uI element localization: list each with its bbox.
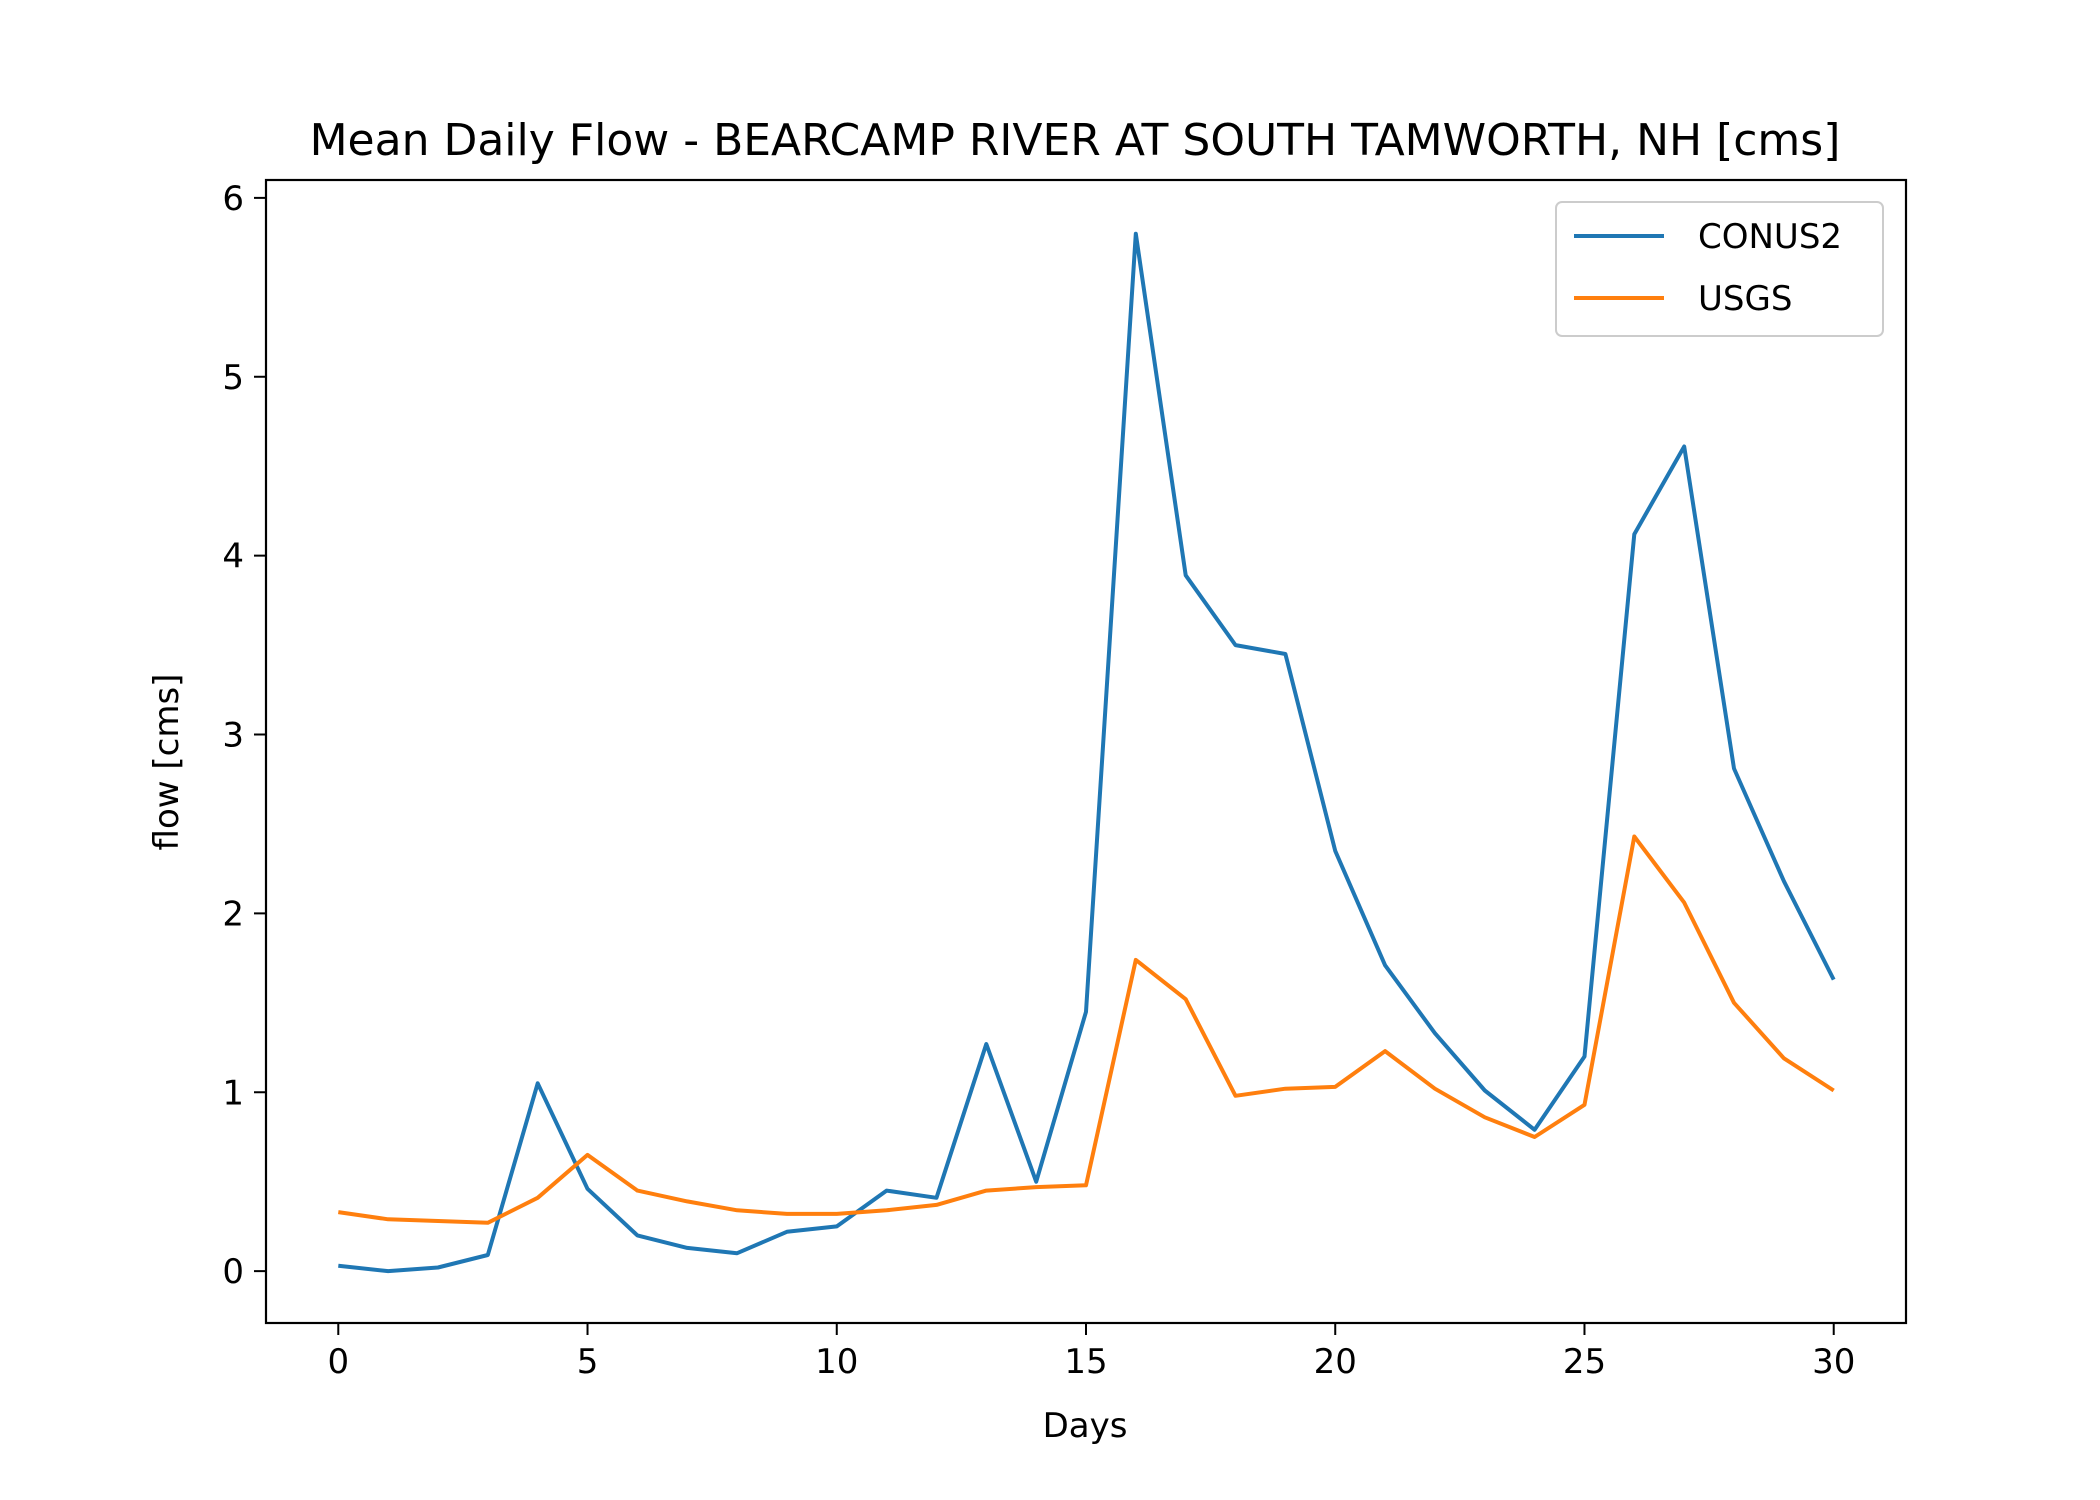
series-line-usgs [338,834,1835,1225]
x-tick-label: 25 [1563,1342,1606,1382]
chart-title: Mean Daily Flow - BEARCAMP RIVER AT SOUT… [310,115,1841,166]
y-tick-label: 2 [222,894,244,934]
x-axis-ticks: 0 5 10 15 20 25 30 [327,1323,1855,1382]
y-axis-label: flow [cms] [147,674,187,851]
x-tick-label: 10 [815,1342,858,1382]
legend-label-usgs: USGS [1698,279,1792,319]
plot-frame [264,178,1908,1325]
x-tick-label: 15 [1064,1342,1107,1382]
x-tick-label: 20 [1314,1342,1357,1382]
y-tick-label: 4 [222,537,244,577]
x-tick-label: 30 [1812,1342,1855,1382]
series-layer [338,231,1836,1274]
legend: CONUS2 USGS [1555,201,1884,337]
y-tick-label: 3 [222,716,244,756]
x-tick-label: 5 [577,1342,599,1382]
y-tick-label: 6 [222,179,244,219]
x-tick-label: 0 [327,1342,349,1382]
legend-label-conus2: CONUS2 [1698,217,1842,257]
y-tick-label: 5 [222,358,244,398]
x-axis-label: Days [1043,1406,1128,1446]
y-axis-ticks: 0 1 2 3 4 5 6 [222,179,266,1292]
series-line-conus2 [338,231,1836,1274]
y-tick-label: 0 [222,1252,244,1292]
y-tick-label: 1 [222,1073,244,1113]
